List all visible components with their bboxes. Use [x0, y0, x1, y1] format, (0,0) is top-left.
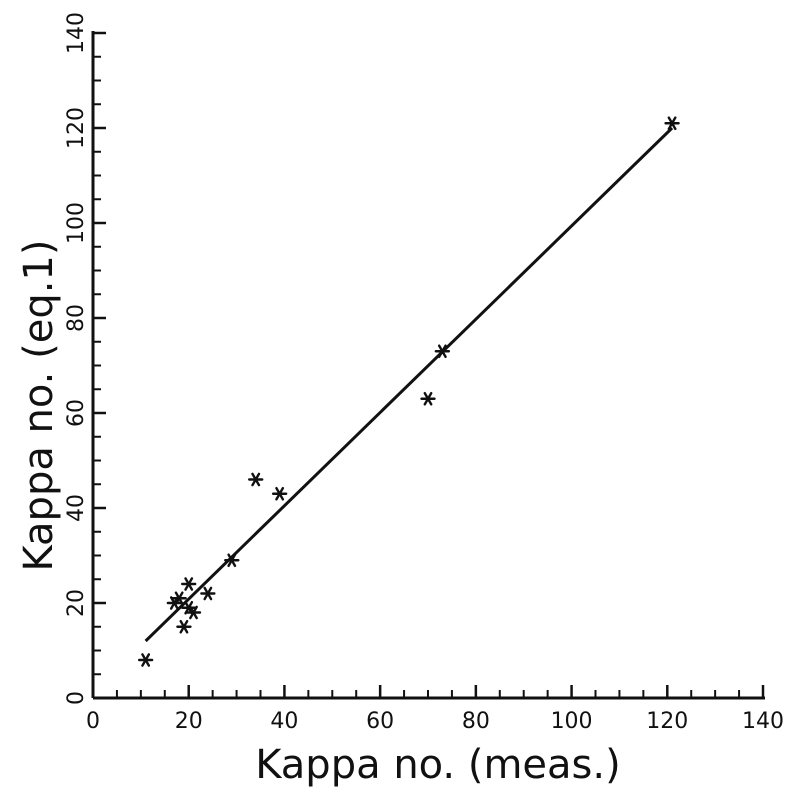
point-stroke [227, 553, 237, 568]
data-point [224, 553, 240, 568]
x-tick-label: 0 [86, 709, 100, 734]
point-stroke [189, 605, 198, 620]
fit-line-group [144, 126, 674, 643]
point-stroke [423, 391, 433, 406]
x-tick-label: 120 [646, 709, 688, 734]
y-axis-title: Kappa no. (eq.1) [16, 240, 62, 572]
point-stroke [667, 116, 677, 131]
data-point [171, 591, 187, 606]
data-point [420, 391, 436, 406]
x-tick-label: 100 [551, 709, 593, 734]
y-tick-label: 80 [64, 304, 89, 332]
data-point [137, 653, 154, 667]
data-point [181, 577, 197, 591]
y-tick-label: 100 [64, 202, 89, 244]
y-tick-label: 0 [64, 691, 89, 705]
x-tick-label: 60 [366, 709, 394, 734]
y-tick-label: 60 [64, 399, 89, 427]
point-stroke [203, 586, 213, 601]
fit-line [144, 126, 674, 643]
x-axis-title: Kappa no. (meas.) [255, 742, 620, 787]
y-tick-label: 20 [64, 589, 89, 617]
x-tick-label: 80 [462, 709, 490, 734]
tick-labels: 0 20 40 60 80 100 120 140 0 20 40 60 80 100 120 140 [64, 12, 784, 734]
data-point [664, 116, 680, 131]
data-point [434, 344, 451, 359]
point-stroke [174, 591, 184, 606]
point-stroke [179, 619, 189, 634]
y-tick-label: 140 [64, 12, 89, 54]
point-stroke [141, 653, 151, 667]
point-stroke [437, 344, 447, 359]
point-stroke [275, 486, 285, 501]
point-stroke [251, 472, 261, 487]
ticks [91, 31, 765, 700]
data-points [137, 116, 680, 667]
y-tick-label: 120 [64, 107, 89, 149]
data-point [271, 486, 288, 501]
x-tick-label: 20 [175, 709, 203, 734]
data-point [185, 605, 202, 620]
data-point [176, 619, 192, 634]
x-tick-label: 140 [742, 709, 784, 734]
point-stroke [184, 577, 194, 591]
data-point [200, 586, 216, 601]
data-point [248, 472, 264, 487]
y-tick-label: 40 [64, 494, 89, 522]
x-tick-label: 40 [270, 709, 298, 734]
